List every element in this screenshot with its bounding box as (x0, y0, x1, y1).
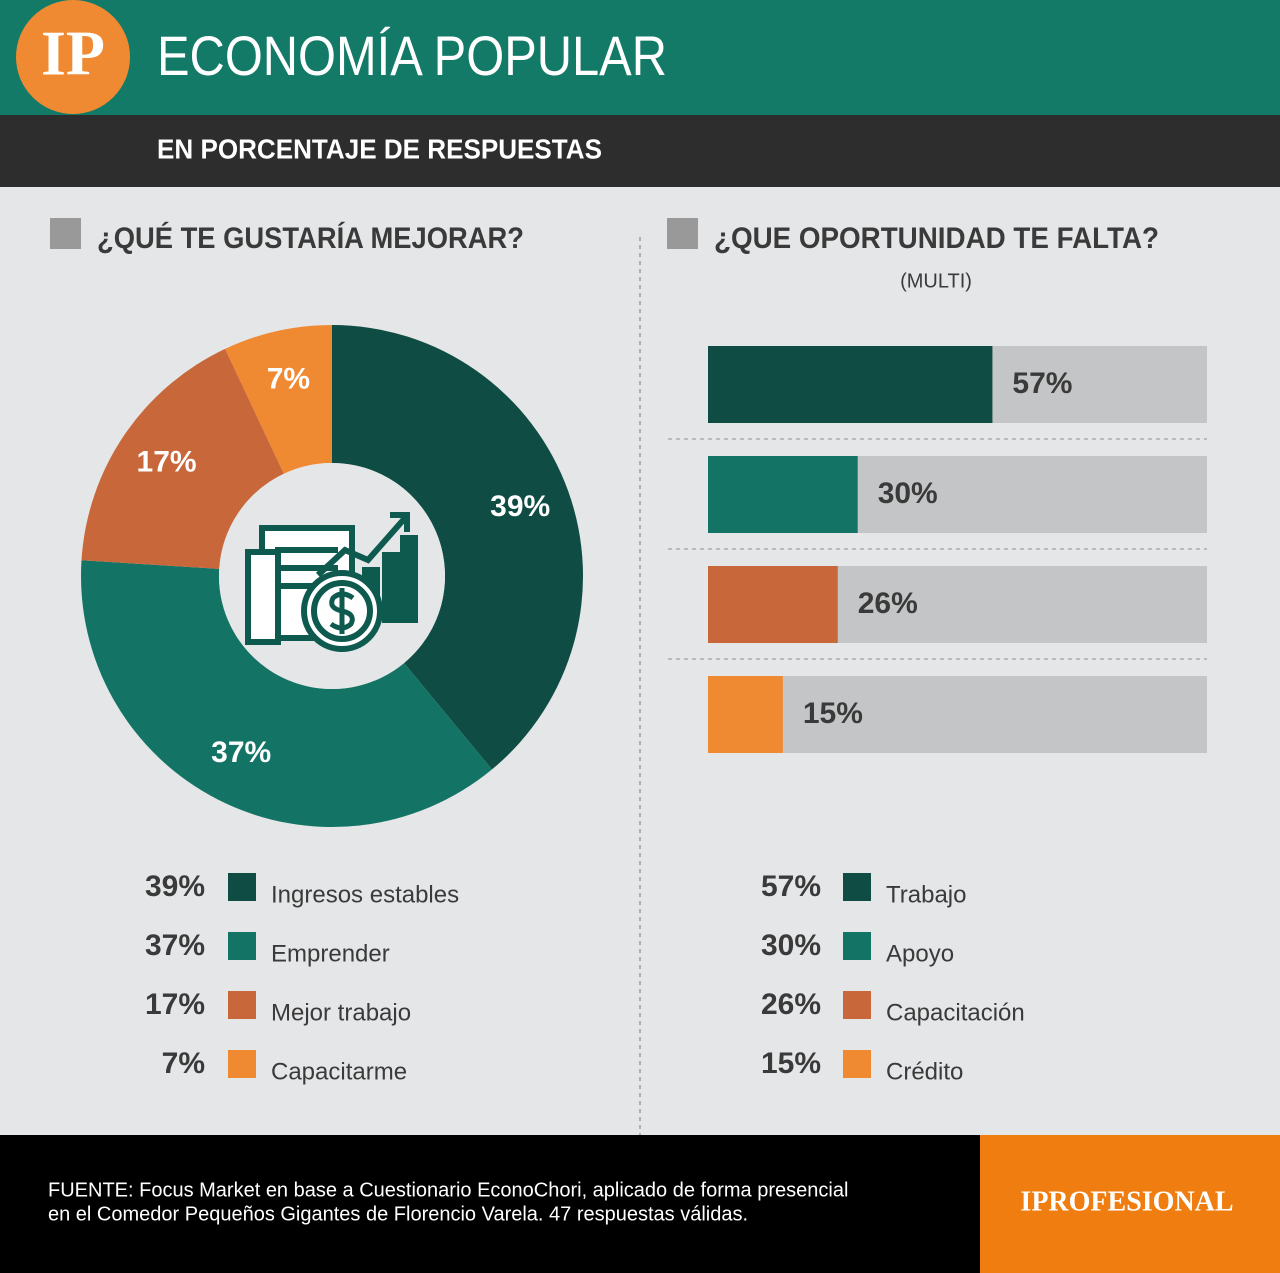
chart-title: ¿QUÉ TE GUSTARÍA MEJORAR? (97, 221, 524, 255)
slice-label: 17% (137, 446, 197, 479)
legend-value: 15% (761, 1047, 821, 1080)
legend-swatch (228, 1050, 256, 1078)
title: ECONOMÍA POPULAR (157, 24, 667, 87)
legend-swatch (228, 932, 256, 960)
legend-label: Crédito (886, 1058, 963, 1085)
legend-label: Apoyo (886, 940, 954, 967)
bar-chart: 57% 30% 26% 15% 57% Trabajo 30% Apoyo 26% Capacit… (668, 346, 1207, 1085)
bar (708, 676, 783, 753)
legend-value: 7% (162, 1047, 205, 1080)
slice-label: 7% (267, 363, 310, 396)
chart-subtitle: (MULTI) (900, 270, 972, 292)
slice-label: 39% (490, 490, 550, 523)
legend-swatch (228, 873, 256, 901)
chart-title: ¿QUE OPORTUNIDAD TE FALTA? (714, 222, 1159, 255)
legend-label: Capacitarme (271, 1058, 407, 1085)
footer-band (0, 1135, 980, 1273)
bar-label: 26% (858, 587, 918, 620)
legend-value: 57% (761, 870, 821, 903)
bar (708, 566, 838, 643)
legend-value: 17% (145, 988, 205, 1021)
pie-slice (81, 560, 492, 827)
center-icon (245, 512, 418, 652)
legend-swatch (228, 991, 256, 1019)
bar-label: 15% (803, 697, 863, 730)
source: FUENTE: Focus Market en base a Cuestiona… (48, 1179, 848, 1201)
logo: IP (41, 18, 105, 89)
bar-label: 30% (878, 477, 938, 510)
bar (708, 456, 858, 533)
bar-label: 57% (1012, 367, 1072, 400)
pie-slice (225, 325, 332, 474)
subtitle: EN PORCENTAJE DE RESPUESTAS (157, 133, 602, 164)
pie-slice (81, 348, 284, 569)
legend-label: Capacitación (886, 999, 1025, 1026)
section-marker (50, 218, 81, 249)
legend-label: Emprender (271, 940, 390, 967)
source: en el Comedor Pequeños Gigantes de Flore… (48, 1203, 748, 1225)
pie-slice (332, 325, 583, 770)
legend-swatch (843, 932, 871, 960)
header-band (0, 0, 1280, 115)
legend-swatch (843, 873, 871, 901)
logo-circle (16, 0, 130, 114)
legend-label: Mejor trabajo (271, 999, 411, 1026)
legend-swatch (843, 991, 871, 1019)
brand: IPROFESIONAL (1020, 1186, 1233, 1217)
bar (708, 346, 993, 423)
footer-brand-box (980, 1135, 1280, 1273)
section-marker (667, 218, 698, 249)
subheader-band (0, 115, 1280, 187)
slice-label: 37% (211, 736, 271, 769)
bar-track (708, 676, 1207, 753)
legend-label: Ingresos estables (271, 881, 459, 908)
legend-value: 30% (761, 929, 821, 962)
legend-value: 26% (761, 988, 821, 1021)
legend-value: 37% (145, 929, 205, 962)
legend-value: 39% (145, 870, 205, 903)
legend-label: Trabajo (886, 881, 966, 908)
legend-swatch (843, 1050, 871, 1078)
